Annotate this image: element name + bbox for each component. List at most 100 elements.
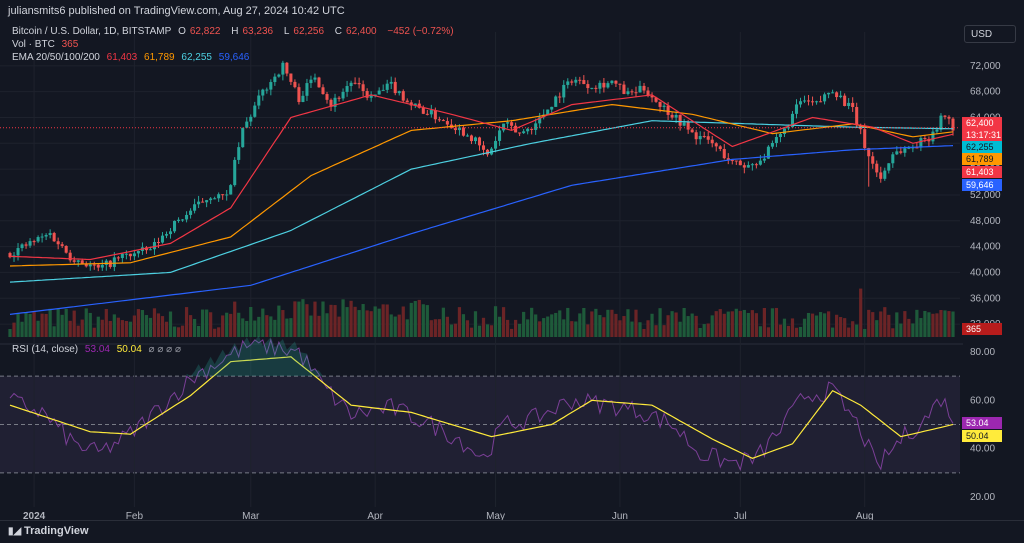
candle-body [686,122,690,130]
candle-body [317,77,321,88]
candle-body [606,83,610,88]
volume-bar [68,320,72,337]
volume-bar [810,313,815,337]
candle-body [477,137,482,146]
candle-body [177,219,181,221]
volume-bar [301,299,305,337]
volume-bar [269,316,273,337]
ema100-value: 62,255 [181,52,212,63]
rsi-line [9,338,954,472]
candle-body [52,233,56,242]
volume-bar [762,307,767,337]
candle-body [770,142,774,147]
candle-body [642,85,646,91]
candle-body [152,242,156,250]
currency-button[interactable]: USD [964,25,1016,43]
candle-body [389,81,393,84]
volume-bar [413,300,417,337]
candle-body [473,137,478,142]
candle-body [811,101,815,103]
candle-body [241,127,245,148]
volume-bar [64,308,68,337]
low-value: 62,256 [293,26,325,37]
candle-body [445,121,449,125]
candle-body [839,95,843,98]
candle-body [273,76,277,83]
candle-body [313,77,317,80]
volume-bar [750,310,754,337]
candle-body [405,100,409,103]
volume-bar [867,309,871,337]
volume-bar [457,307,462,337]
candle-body [899,151,903,153]
candle-body [269,82,273,90]
candle-body [84,263,88,267]
volume-bar [377,308,381,337]
chart-svg[interactable]: 72,00068,00064,00060,00056,00052,00048,0… [0,22,1024,522]
candle-body [461,127,465,136]
price-tick-label: 36,000 [970,293,1001,304]
candle-body [209,198,213,201]
rsi-settings-icons[interactable]: ⌀ ⌀ ⌀ ⌀ [148,344,181,355]
volume-bar [686,316,690,337]
volume-bar [405,319,409,337]
volume-bar [766,327,771,337]
volume-bar [847,327,851,337]
volume-bar [726,311,730,337]
time-tick-label: Apr [367,511,383,520]
candle-body [213,198,217,200]
volume-bar [329,304,333,337]
volume-bar [927,312,931,337]
candle-body [181,219,185,221]
volume-bar [839,317,843,337]
volume-bar [88,312,92,337]
candle-body [457,127,461,131]
candle-body [674,115,678,118]
volume-bar [253,320,257,337]
candle-body [726,158,730,161]
candle-body [590,87,594,89]
candle-body [734,160,738,162]
candle-body [265,89,269,91]
volume-bar [618,320,622,337]
volume-bar [461,314,466,337]
candle-body [678,115,682,126]
candle-body [76,260,80,262]
time-tick-label: May [486,511,505,520]
chart-area[interactable]: 72,00068,00064,00060,00056,00052,00048,0… [0,22,1024,522]
candle-body [766,146,770,159]
volume-bar [273,319,277,337]
rsi-value: 53.04 [84,344,110,355]
volume-bar [497,316,502,337]
countdown-tag: 13:17:31 [962,129,1002,141]
volume-bar [798,326,803,337]
volume-bar [96,316,100,337]
candle-body [650,95,654,98]
candle-body [498,130,502,141]
candle-body [397,91,401,94]
candle-body [32,241,36,243]
candle-body [923,138,927,140]
candle-body [578,79,582,81]
volume-bar [782,318,787,337]
volume-bar [409,302,413,337]
brand-name: TradingView [23,525,89,537]
candle-body [911,147,915,149]
candle-body [96,264,100,268]
volume-bar [40,313,44,337]
candle-body [297,87,301,103]
candle-body [919,138,923,148]
volume-bar [265,315,269,337]
volume-bar [92,327,96,337]
candle-body [433,110,437,120]
volume-bar [594,308,598,337]
volume-bar [558,310,562,337]
ema20-line [9,94,954,261]
candle-body [574,79,578,83]
candle-body [907,147,911,149]
candle-body [586,84,590,89]
volume-bar [249,306,253,337]
volume-bar [192,318,197,337]
candle-body [851,102,855,108]
candle-body [827,92,831,95]
